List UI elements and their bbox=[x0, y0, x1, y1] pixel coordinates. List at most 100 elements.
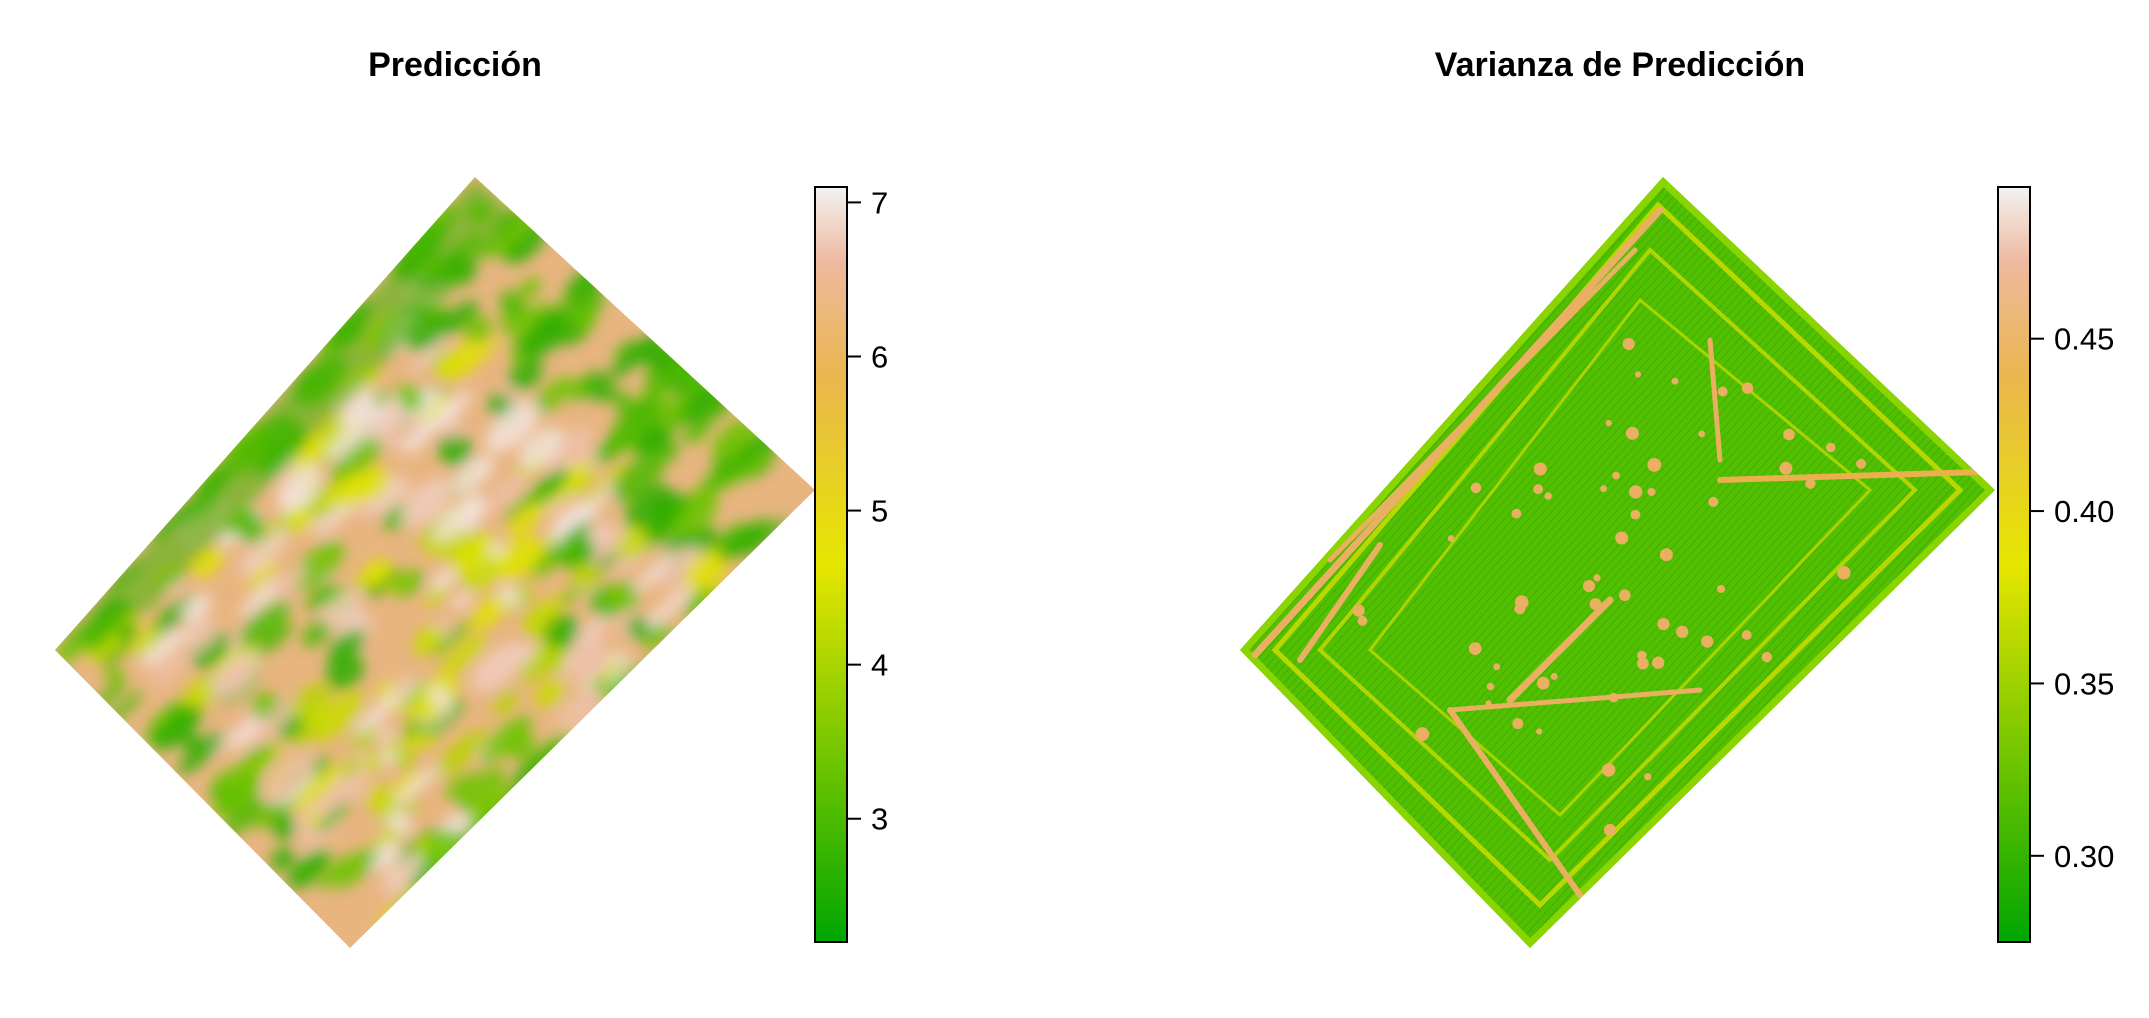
prediction-raster-cell bbox=[353, 466, 390, 502]
prediction-raster-cell bbox=[492, 690, 519, 715]
prediction-raster-cell bbox=[519, 427, 564, 469]
prediction-raster-cell bbox=[451, 852, 494, 892]
variance-raster-cell bbox=[1533, 462, 1547, 476]
prediction-raster-cell bbox=[177, 731, 225, 775]
prediction-raster-cell bbox=[680, 401, 728, 445]
prediction-raster-cell bbox=[315, 801, 352, 834]
prediction-raster-cell bbox=[483, 211, 534, 259]
prediction-raster-cell bbox=[559, 535, 596, 570]
variance-raster-cell bbox=[1357, 615, 1368, 626]
prediction-raster-cell bbox=[374, 723, 395, 745]
variance-raster-cell bbox=[1708, 496, 1719, 507]
variance-raster-cell bbox=[1605, 419, 1612, 427]
prediction-raster-cell bbox=[614, 339, 637, 361]
prediction-raster-cell bbox=[485, 401, 540, 453]
variance-raster-cell bbox=[1518, 596, 1528, 606]
prediction-raster-cell bbox=[257, 621, 294, 655]
prediction-raster-cell bbox=[408, 338, 448, 374]
prediction-raster-cell bbox=[471, 641, 526, 692]
prediction-raster-cell bbox=[643, 585, 694, 631]
prediction-raster-cell bbox=[443, 300, 479, 333]
prediction-raster-cell bbox=[522, 593, 565, 632]
variance-raster bbox=[1240, 177, 1995, 948]
variance-raster-cell bbox=[1805, 478, 1816, 489]
prediction-raster-cell bbox=[392, 912, 424, 941]
variance-raster-cell bbox=[1615, 531, 1629, 545]
prediction-raster-cell bbox=[381, 750, 397, 766]
variance-raster-cell bbox=[1602, 763, 1616, 777]
prediction-raster-cell bbox=[499, 290, 526, 318]
prediction-raster-cell bbox=[573, 378, 598, 402]
variance-raster-cell bbox=[1825, 442, 1836, 453]
variance-raster-cell bbox=[1415, 727, 1430, 742]
variance-raster-cell bbox=[1485, 700, 1492, 707]
prediction-raster-cell bbox=[305, 582, 335, 611]
prediction-raster-cell bbox=[292, 540, 345, 591]
prediction-colorbar-tick-label: 7 bbox=[871, 185, 888, 220]
prediction-raster-cell bbox=[210, 719, 250, 755]
prediction-raster-cell bbox=[238, 577, 282, 617]
prediction-raster-cell bbox=[519, 277, 542, 299]
variance-raster-cell bbox=[1352, 604, 1365, 617]
prediction-raster-cell bbox=[529, 468, 570, 506]
prediction-raster-cell bbox=[451, 533, 496, 574]
variance-raster-cell bbox=[1608, 692, 1619, 703]
variance-raster-cell bbox=[1698, 430, 1705, 438]
prediction-raster-cell bbox=[400, 477, 453, 527]
variance-raster-cell bbox=[1619, 589, 1631, 601]
prediction-raster-cell bbox=[150, 648, 194, 689]
prediction-raster-cell bbox=[239, 599, 291, 647]
prediction-raster-cell bbox=[369, 841, 401, 871]
variance-raster-cell bbox=[1493, 663, 1501, 671]
prediction-panel: Predicción 3 4 5 6 7 bbox=[0, 0, 1000, 1018]
variance-raster-cell bbox=[1544, 492, 1552, 500]
prediction-raster-cell bbox=[585, 464, 628, 504]
variance-raster-cell bbox=[1761, 651, 1772, 663]
prediction-raster-cell bbox=[607, 580, 639, 612]
prediction-raster-cell bbox=[395, 383, 423, 412]
variance-raster-cell bbox=[1630, 509, 1641, 520]
prediction-raster-cell bbox=[654, 547, 700, 590]
prediction-raster-cell bbox=[301, 618, 333, 648]
variance-raster-base bbox=[1240, 177, 1995, 948]
prediction-raster-cell bbox=[333, 847, 378, 889]
variance-raster-cell bbox=[1837, 566, 1851, 580]
variance-raster-cell bbox=[1637, 650, 1647, 661]
prediction-raster-cell bbox=[141, 629, 184, 669]
prediction-raster-cell bbox=[213, 659, 253, 697]
prediction-raster-cell bbox=[553, 757, 578, 781]
prediction-raster-cell bbox=[238, 528, 290, 576]
variance-colorbar-fill bbox=[1997, 186, 2031, 943]
prediction-raster-cell bbox=[264, 753, 316, 801]
variance-colorbar-tick-label: 0.40 bbox=[2054, 494, 2114, 529]
variance-raster-cell bbox=[1625, 426, 1639, 440]
prediction-raster-cell bbox=[181, 593, 212, 622]
prediction-raster-cell bbox=[726, 450, 768, 488]
prediction-raster-cell bbox=[556, 687, 607, 736]
prediction-raster-cell bbox=[306, 811, 322, 827]
variance-raster-cell bbox=[1536, 676, 1550, 690]
prediction-raster-cell bbox=[276, 465, 322, 508]
prediction-raster-cell bbox=[253, 701, 297, 741]
prediction-raster-cell bbox=[423, 390, 473, 436]
prediction-raster-cell bbox=[271, 815, 297, 841]
prediction-raster-cell bbox=[368, 400, 405, 435]
prediction-raster-cell bbox=[711, 416, 758, 461]
prediction-raster-cell bbox=[434, 729, 487, 778]
prediction-raster-cell bbox=[457, 767, 507, 815]
prediction-raster-cell bbox=[549, 655, 568, 673]
variance-raster-cell bbox=[1676, 625, 1689, 638]
prediction-raster-cell bbox=[395, 765, 439, 805]
prediction-raster-cell bbox=[575, 308, 597, 330]
prediction-raster-cell bbox=[571, 563, 599, 591]
prediction-raster-cell bbox=[392, 930, 419, 948]
prediction-raster-cell bbox=[234, 743, 276, 781]
variance-raster-cell bbox=[1514, 603, 1526, 615]
variance-raster-cell bbox=[1717, 584, 1725, 593]
prediction-raster-cell bbox=[481, 715, 533, 763]
variance-raster-cell bbox=[1612, 471, 1620, 480]
prediction-raster-cell bbox=[270, 566, 307, 600]
prediction-raster-cell bbox=[598, 483, 618, 502]
variance-raster-cell bbox=[1603, 823, 1617, 837]
prediction-raster-cell bbox=[530, 546, 564, 578]
